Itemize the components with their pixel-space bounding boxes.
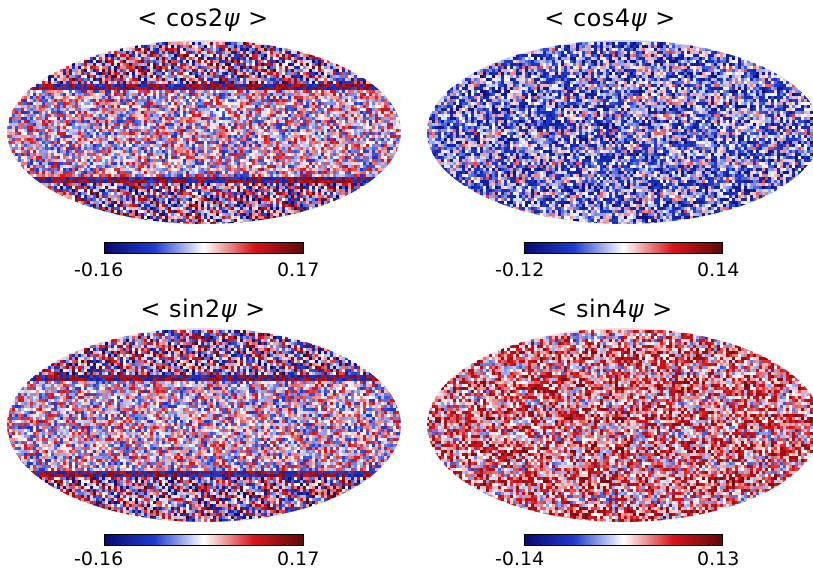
map-pixels — [6, 39, 402, 225]
title-text: < sin4 — [547, 295, 627, 323]
colorbar-min-label: -0.14 — [495, 548, 544, 570]
title-symbol: ψ — [224, 4, 240, 32]
chart-title: < sin4ψ > — [407, 295, 813, 323]
colorbar-max-label: 0.17 — [277, 548, 319, 570]
title-end: > — [237, 295, 266, 323]
colorbar — [524, 534, 723, 546]
map-pixels — [426, 39, 813, 225]
chart-title: < cos4ψ > — [407, 4, 813, 32]
panel-cos4psi: < cos4ψ > -0.12 0.14 — [407, 0, 813, 286]
colorbar — [104, 242, 304, 254]
mollweide-map — [6, 39, 402, 225]
chart-title: < sin2ψ > — [0, 295, 406, 323]
panel-sin2psi: < sin2ψ > -0.16 0.17 — [0, 291, 406, 577]
mollweide-map — [6, 327, 402, 523]
title-symbol: ψ — [628, 295, 644, 323]
panel-cos2psi: < cos2ψ > -0.16 0.17 — [0, 0, 406, 286]
title-end: > — [240, 4, 269, 32]
title-text: < cos2 — [137, 4, 223, 32]
title-text: < cos4 — [544, 4, 630, 32]
map-pixels — [426, 327, 813, 523]
map-pixels — [6, 327, 402, 523]
title-symbol: ψ — [631, 4, 647, 32]
colorbar — [104, 534, 304, 546]
chart-title: < cos2ψ > — [0, 4, 406, 32]
colorbar-min-label: -0.16 — [74, 548, 123, 570]
title-symbol: ψ — [221, 295, 237, 323]
colorbar-min-label: -0.16 — [74, 259, 123, 281]
panel-sin4psi: < sin4ψ > -0.14 0.13 — [407, 291, 813, 577]
mollweide-map — [426, 39, 813, 225]
title-end: > — [644, 295, 673, 323]
title-end: > — [647, 4, 676, 32]
mollweide-map — [426, 327, 813, 523]
colorbar — [524, 242, 723, 254]
colorbar-max-label: 0.17 — [277, 259, 319, 281]
colorbar-min-label: -0.12 — [495, 259, 544, 281]
colorbar-max-label: 0.13 — [697, 548, 739, 570]
title-text: < sin2 — [140, 295, 220, 323]
colorbar-max-label: 0.14 — [697, 259, 739, 281]
